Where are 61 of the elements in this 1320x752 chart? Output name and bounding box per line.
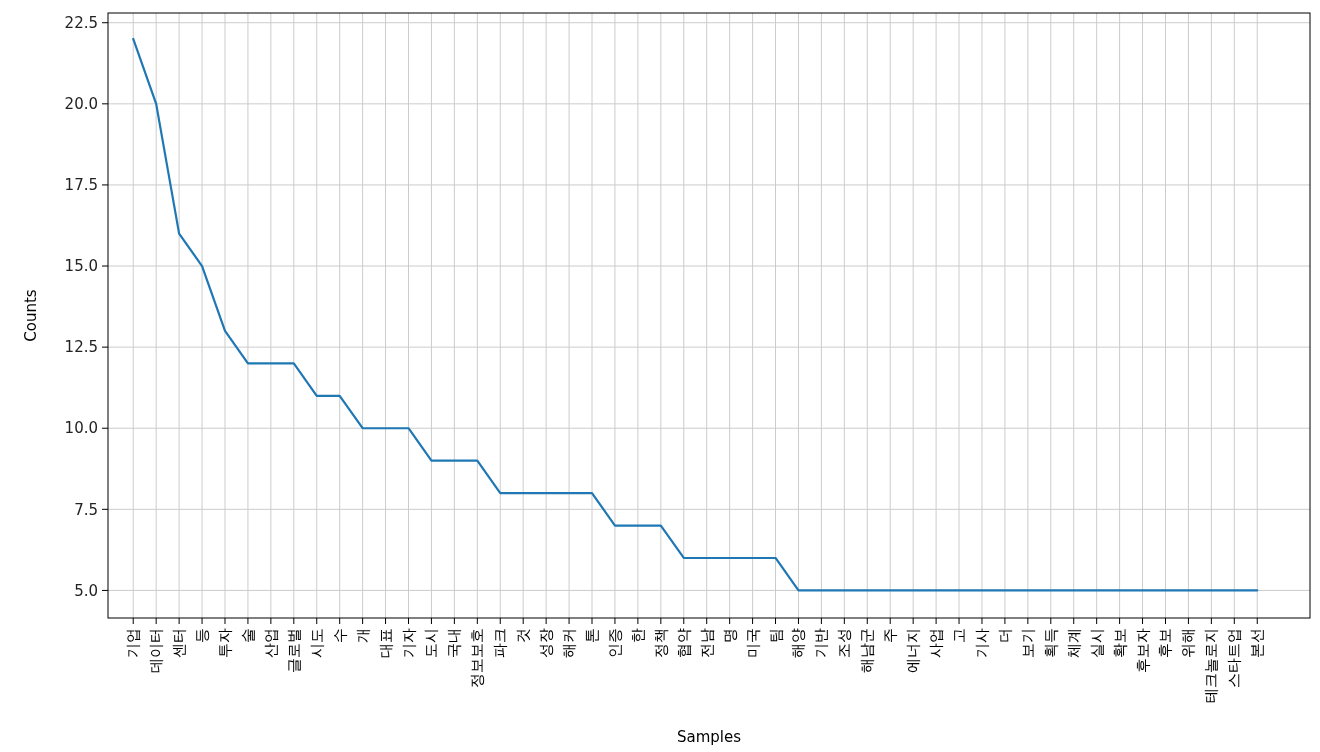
x-tick-label: 팀 — [766, 628, 785, 643]
x-tick-label: 전남 — [697, 628, 716, 658]
x-tick-label: 수 — [330, 628, 349, 643]
x-tick-label: 파크 — [491, 628, 510, 658]
x-tick-label: 획득 — [1041, 628, 1060, 658]
x-tick-label: 정보보호 — [468, 628, 487, 688]
x-axis-title: Samples — [676, 728, 742, 746]
x-tick-label: 등 — [193, 628, 212, 643]
line-series — [132, 37, 1259, 592]
x-tick-label: 더 — [995, 628, 1014, 643]
x-tick-label: 테크놀로지 — [1202, 628, 1221, 703]
x-tick-label: 고 — [950, 628, 969, 643]
x-tick-label: 성장 — [537, 628, 556, 658]
x-tick-label: 톤 — [583, 628, 602, 643]
x-tick-label: 주 — [881, 628, 900, 643]
x-tick-label: 것 — [514, 628, 533, 643]
x-tick-label: 시도 — [307, 628, 326, 658]
y-tick-label: 5.0 — [74, 581, 98, 600]
x-tick-label: 확보 — [1110, 628, 1129, 658]
x-tick-label: 해커 — [560, 628, 579, 658]
x-tick-label: 도시 — [422, 628, 441, 658]
x-tick-label: 정책 — [651, 628, 670, 658]
y-tick-label: 22.5 — [64, 13, 98, 32]
y-tick-label: 12.5 — [64, 338, 98, 357]
x-tick-label: 협약 — [674, 628, 693, 658]
x-tick-label: 위해 — [1179, 628, 1198, 658]
x-tick-label: 기자 — [399, 628, 418, 658]
x-tick-label: 센터 — [170, 628, 189, 658]
x-tick-label: 체계 — [1064, 628, 1083, 658]
x-tick-label: 개 — [353, 628, 372, 643]
x-tick-label: 글로벌 — [284, 628, 303, 673]
x-tick-label: 한 — [628, 628, 647, 643]
x-tick-label: 미국 — [743, 628, 762, 658]
y-tick-label: 15.0 — [64, 257, 98, 276]
x-tick-label: 명 — [720, 628, 739, 643]
x-tick-label: 데이터 — [147, 628, 166, 673]
x-tick-label: 후보 — [1156, 628, 1175, 658]
x-tick-label: 대표 — [376, 628, 395, 658]
y-tick-label: 7.5 — [74, 500, 98, 519]
x-tick-label: 인증 — [605, 628, 624, 658]
x-tick-label: 본선 — [1248, 628, 1267, 658]
x-tick-label: 투자 — [215, 628, 234, 658]
y-axis-title: Counts — [22, 289, 40, 342]
x-tick-label: 스타트업 — [1225, 628, 1244, 688]
x-tick-label: 조성 — [835, 628, 854, 658]
x-tick-label: 사업 — [927, 628, 946, 658]
x-tick-label: 기반 — [812, 628, 831, 658]
x-tick-label: 보기 — [1018, 628, 1037, 658]
x-tick-label: 산업 — [261, 628, 280, 658]
x-tick-label: 해양 — [789, 628, 808, 658]
x-tick-label: 해남군 — [858, 628, 877, 673]
x-tick-label: 기업 — [124, 628, 143, 658]
y-tick-label: 17.5 — [64, 176, 98, 195]
x-tick-label: 에너지 — [904, 628, 923, 673]
x-tick-label: 실시 — [1087, 628, 1106, 658]
y-tick-label: 20.0 — [64, 95, 98, 114]
y-tick-label: 10.0 — [64, 419, 98, 438]
x-tick-label: 후보자 — [1133, 628, 1152, 673]
x-tick-label: 기사 — [972, 628, 991, 658]
x-tick-label: 국내 — [445, 628, 464, 658]
x-tick-label: 술 — [238, 628, 257, 643]
